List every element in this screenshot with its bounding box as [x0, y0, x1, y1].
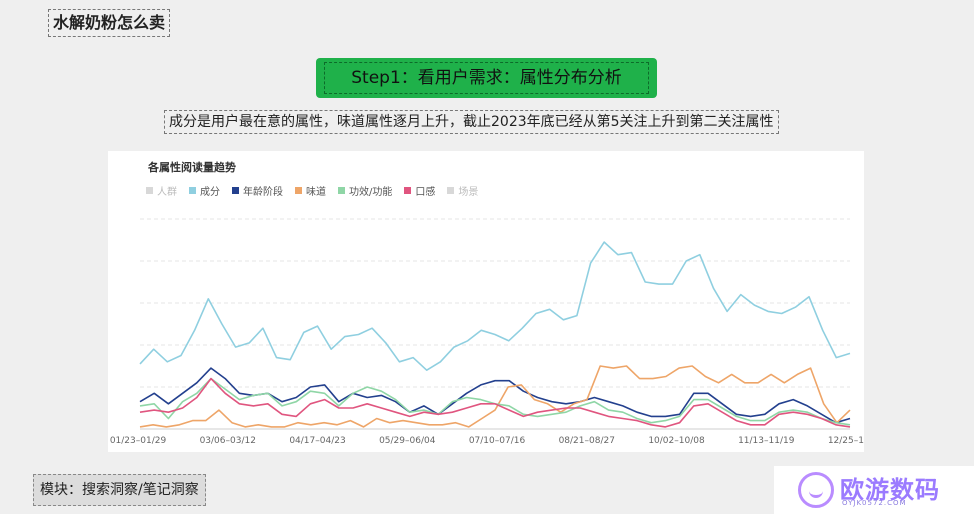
logo-icon: [798, 472, 834, 508]
module-label: 模块：搜索洞察/笔记洞察: [33, 474, 206, 506]
chart-title: 各属性阅读量趋势: [148, 161, 236, 174]
legend-item[interactable]: 功效/功能: [338, 183, 392, 198]
x-tick-label: 04/17–04/23: [289, 436, 345, 446]
chart-legend[interactable]: 人群 成分 年龄阶段 味道 功效/功能 口感 场景: [146, 183, 478, 198]
x-tick-label: 12/25–12/31: [828, 436, 864, 446]
logo-name: 欧游数码: [840, 476, 940, 504]
legend-item[interactable]: 成分: [189, 183, 220, 198]
insight-subtitle: 成分是用户最在意的属性，味道属性逐月上升，截止2023年底已经从第5关注上升到第…: [164, 110, 779, 134]
legend-swatch: [404, 187, 412, 194]
legend-swatch: [338, 187, 345, 194]
series-line[interactable]: [139, 377, 851, 428]
legend-label: 人群: [157, 187, 177, 198]
series-line[interactable]: [139, 377, 851, 426]
series-line[interactable]: [139, 367, 851, 424]
legend-label: 味道: [306, 187, 326, 198]
x-tick-label: 07/10–07/16: [469, 436, 526, 446]
legend-item[interactable]: 年龄阶段: [232, 183, 283, 198]
legend-item[interactable]: 味道: [295, 183, 326, 198]
page-title: 水解奶粉怎么卖: [48, 9, 171, 37]
legend-item[interactable]: 场景: [447, 183, 478, 198]
x-tick-label: 01/23–01/29: [110, 436, 167, 446]
legend-swatch: [232, 187, 239, 194]
smile-icon: [809, 487, 823, 498]
legend-item[interactable]: 口感: [404, 183, 435, 198]
legend-label: 口感: [415, 187, 436, 198]
x-tick-label: 10/02–10/08: [648, 436, 705, 446]
legend-label: 功效/功能: [349, 187, 393, 198]
step-banner: Step1：看用户需求：属性分布分析: [316, 58, 657, 98]
x-tick-label: 11/13–11/19: [738, 436, 795, 446]
series-line[interactable]: [139, 365, 851, 428]
legend-label: 年龄阶段: [243, 187, 283, 198]
brand-logo: 欧游数码 OYJK0572.COM: [774, 466, 974, 514]
x-tick-label: 08/21–08/27: [559, 436, 615, 446]
logo-sub: OYJK0572.COM: [842, 499, 907, 507]
legend-label: 场景: [458, 187, 479, 198]
line-chart: 01/23–01/29 03/06–03/12 04/17–04/23 05/29–0…: [110, 218, 864, 446]
legend-item[interactable]: 人群: [146, 183, 177, 198]
legend-swatch: [189, 187, 196, 194]
x-tick-label: 05/29–06/04: [379, 436, 436, 446]
x-tick-label: 03/06–03/12: [200, 436, 256, 446]
chart-card: 01/23–01/29 03/06–03/12 04/17–04/23 05/29–0…: [108, 151, 864, 452]
legend-swatch: [146, 187, 153, 194]
legend-label: 成分: [200, 187, 220, 198]
step-banner-text: Step1：看用户需求：属性分布分析: [324, 62, 649, 94]
legend-swatch: [447, 187, 455, 194]
series-line[interactable]: [139, 241, 851, 371]
legend-swatch: [295, 187, 302, 194]
